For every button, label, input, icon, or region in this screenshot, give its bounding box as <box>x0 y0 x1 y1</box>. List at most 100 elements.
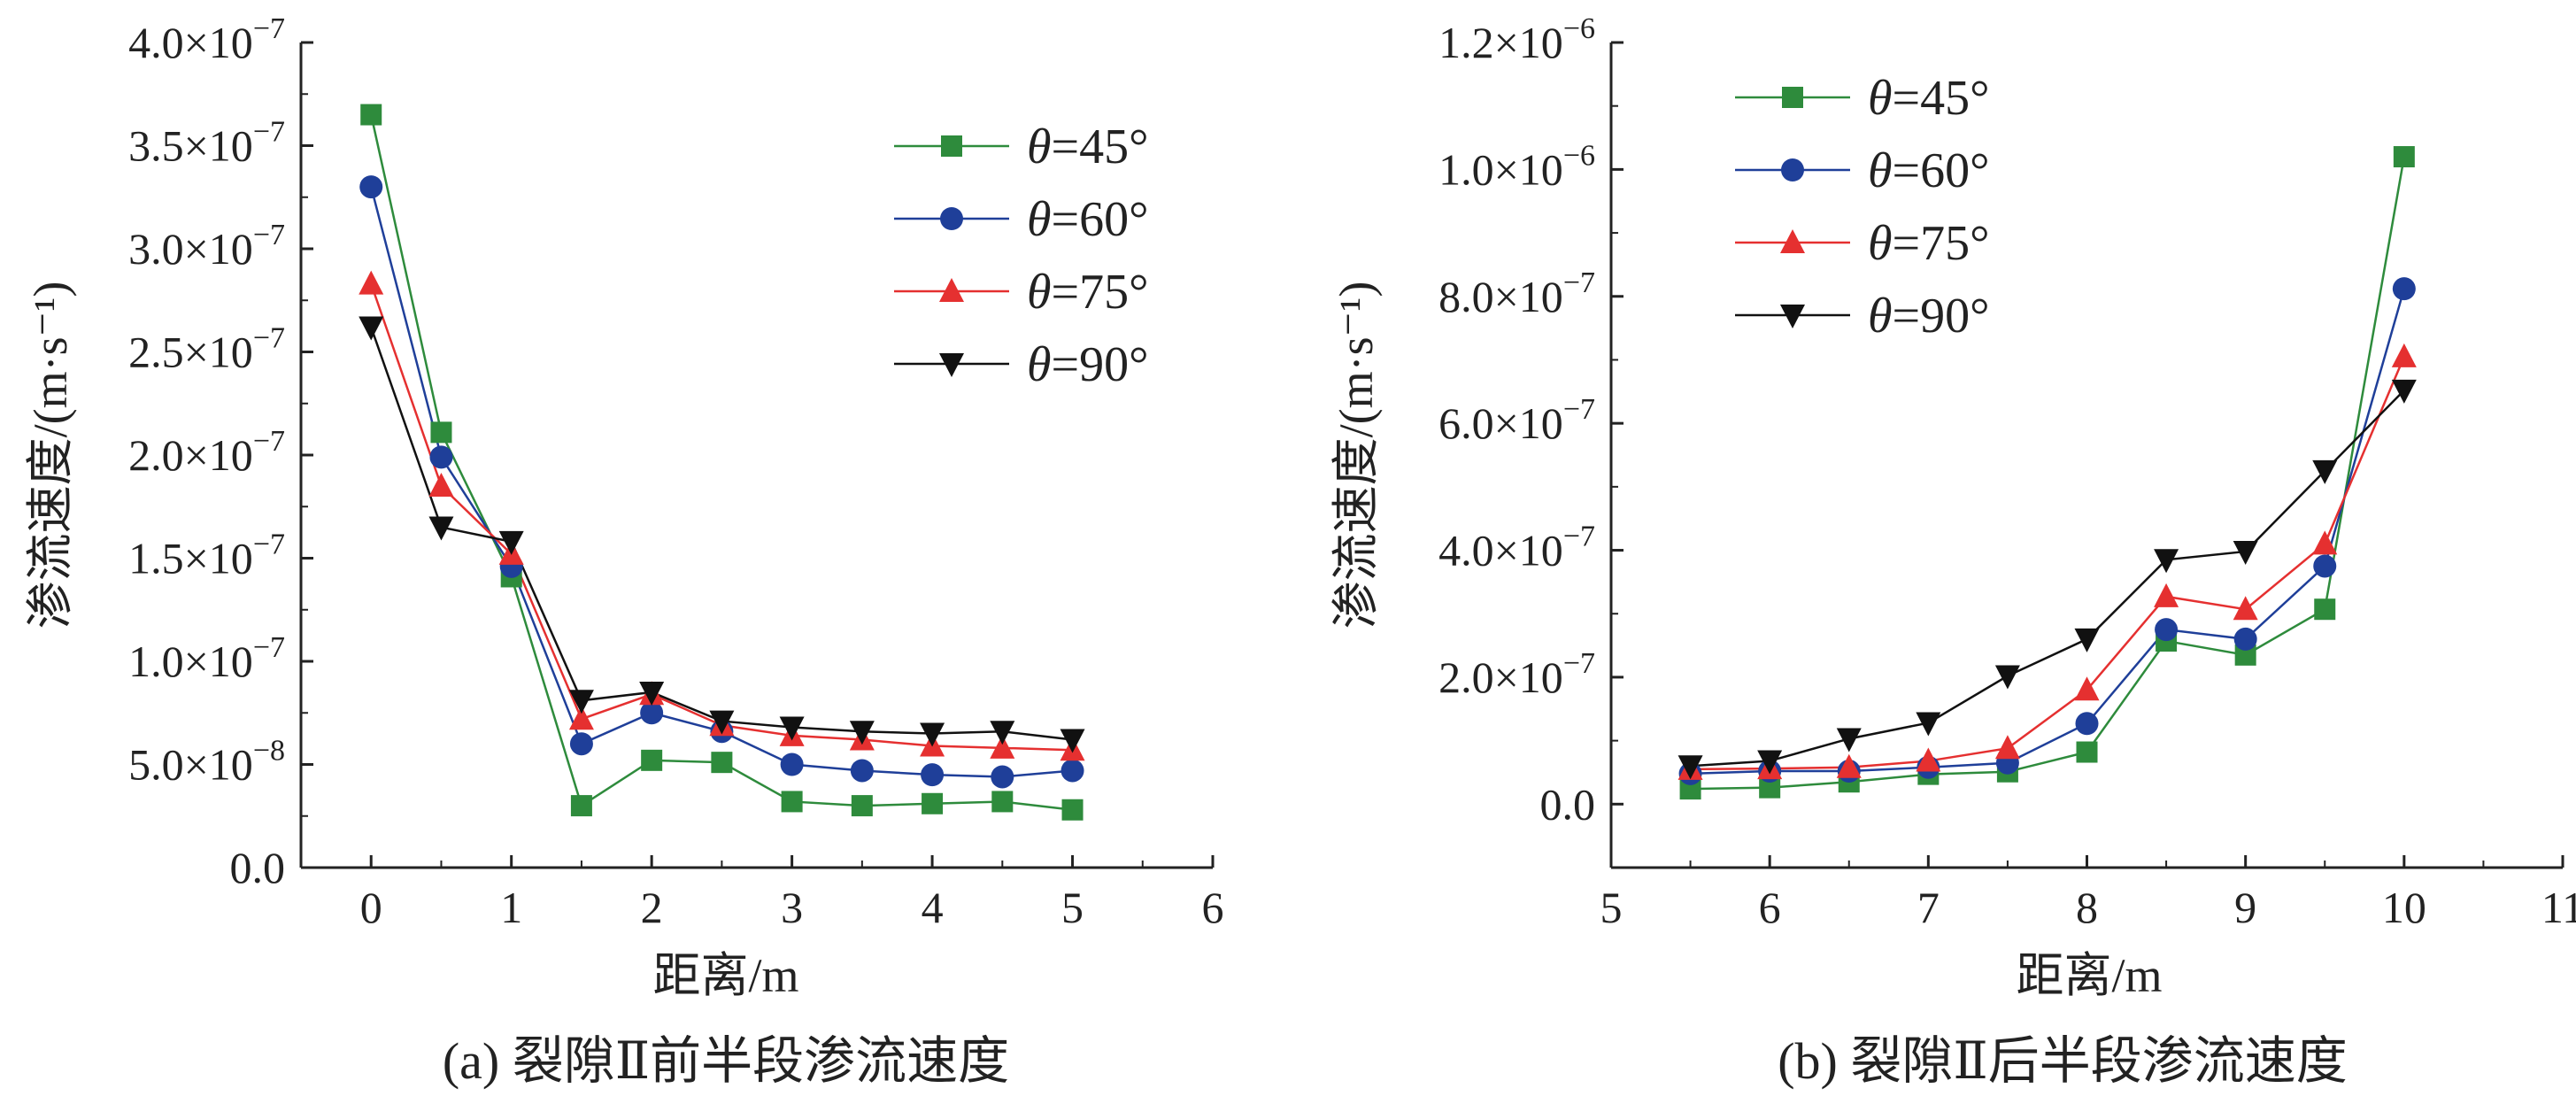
data-point <box>498 530 524 555</box>
data-point <box>1994 735 2020 760</box>
y-tick-label: 5.0×10−8 <box>128 735 285 790</box>
data-point <box>568 690 594 714</box>
legend-marker <box>1781 158 1804 181</box>
x-tick-label: 9 <box>2234 883 2256 932</box>
y-tick-label: 3.5×10−7 <box>128 116 285 171</box>
data-point <box>1916 747 1941 772</box>
data-point <box>711 752 733 774</box>
data-point <box>990 721 1015 745</box>
y-tick-label: 6.0×10−7 <box>1438 393 1595 448</box>
data-point <box>429 445 453 469</box>
y-axis-title: 渗流速度/(m·s⁻¹) <box>24 282 77 629</box>
x-tick-label: 10 <box>2382 883 2426 932</box>
data-point <box>851 795 873 817</box>
x-tick-label: 5 <box>1600 883 1623 932</box>
legend: θ=45° θ=60° θ=75° θ=90° <box>1735 71 1990 343</box>
legend-label: θ=60° <box>1027 192 1149 247</box>
data-point <box>2314 598 2336 621</box>
data-point <box>2154 583 2179 607</box>
data-point <box>849 721 875 745</box>
series-line <box>1690 288 2406 776</box>
data-point <box>639 681 665 706</box>
legend-label: θ=90° <box>1868 289 1990 343</box>
y-tick-label: 3.0×10−7 <box>128 219 285 274</box>
data-point <box>2393 146 2415 168</box>
data-point <box>359 316 384 341</box>
x-tick-label: 11 <box>2541 883 2576 932</box>
x-tick-label: 2 <box>641 883 663 932</box>
data-point <box>991 791 1014 813</box>
y-axis-title: 渗流速度/(m·s⁻¹) <box>1330 282 1383 629</box>
x-tick-label: 4 <box>922 883 944 932</box>
legend-marker <box>939 278 964 302</box>
x-axis-title: 距离/m <box>2016 949 2162 1002</box>
data-point <box>921 763 945 787</box>
data-point <box>1916 712 1941 737</box>
y-tick-label: 4.0×10−7 <box>128 12 285 67</box>
x-tick-label: 6 <box>1202 883 1224 932</box>
legend-label: θ=75° <box>1868 216 1990 271</box>
series-line <box>1690 156 2406 791</box>
legend-marker <box>1782 87 1803 108</box>
data-point <box>568 706 594 730</box>
data-point <box>1677 755 1703 780</box>
x-tick-label: 5 <box>1061 883 1084 932</box>
chart-panel-a: 0 1 2 3 4 5 6 0.0 5.0×10−8 1.0×10−7 1.5×10−7 2.0×10… <box>24 12 1224 1090</box>
data-point <box>2154 549 2179 574</box>
x-tick-label: 3 <box>781 883 803 932</box>
data-point <box>2074 628 2100 652</box>
data-point <box>2312 530 2338 555</box>
data-point <box>709 710 735 735</box>
y-tick-label: 0.0 <box>1540 779 1596 829</box>
data-point <box>991 765 1014 789</box>
legend-marker <box>1780 305 1805 328</box>
data-point <box>780 753 804 776</box>
data-point <box>641 749 663 771</box>
data-point <box>2075 712 2099 736</box>
data-point <box>1836 728 1862 753</box>
legend-label: θ=60° <box>1868 143 1990 198</box>
legend-label: θ=45° <box>1868 71 1990 126</box>
data-point <box>1836 753 1862 778</box>
y-tick-label: 2.5×10−7 <box>128 322 285 377</box>
series-line <box>370 186 1073 778</box>
series-line <box>370 283 1073 752</box>
x-tick-label: 8 <box>2076 883 2098 932</box>
data-point <box>428 516 454 541</box>
data-point <box>1060 729 1085 753</box>
series-line <box>1690 389 2405 768</box>
legend-marker <box>1780 229 1805 253</box>
data-point <box>779 716 805 741</box>
series-line <box>1690 356 2405 771</box>
figure-caption: (a) 裂隙Ⅱ前半段渗流速度 <box>443 1032 1009 1090</box>
data-point <box>2392 277 2416 301</box>
data-point <box>430 421 452 444</box>
data-point <box>640 701 664 725</box>
y-tick-label: 1.0×10−7 <box>128 631 285 686</box>
y-tick-label: 2.0×10−7 <box>1438 647 1595 702</box>
x-tick-label: 7 <box>1917 883 1940 932</box>
data-point <box>570 795 592 817</box>
data-point <box>920 722 945 747</box>
data-point <box>2233 627 2257 651</box>
data-point <box>2074 676 2100 701</box>
data-point <box>2312 459 2338 484</box>
data-point <box>1994 665 2020 690</box>
data-point <box>990 734 1015 759</box>
data-point <box>2076 741 2098 763</box>
data-point <box>2391 379 2417 404</box>
y-tick-label: 4.0×10−7 <box>1438 521 1595 575</box>
y-tick-label: 1.5×10−7 <box>128 529 285 583</box>
y-tick-label: 2.0×10−7 <box>128 425 285 480</box>
y-tick-label: 8.0×10−7 <box>1438 266 1595 321</box>
data-point <box>428 472 454 497</box>
data-point <box>2233 540 2258 565</box>
data-point <box>359 270 384 295</box>
y-tick-label: 1.2×10−6 <box>1438 12 1595 67</box>
legend-marker <box>941 135 962 157</box>
y-tick-label: 0.0 <box>230 843 286 892</box>
data-point <box>922 792 944 814</box>
data-point <box>2155 618 2179 642</box>
data-point <box>781 791 803 813</box>
